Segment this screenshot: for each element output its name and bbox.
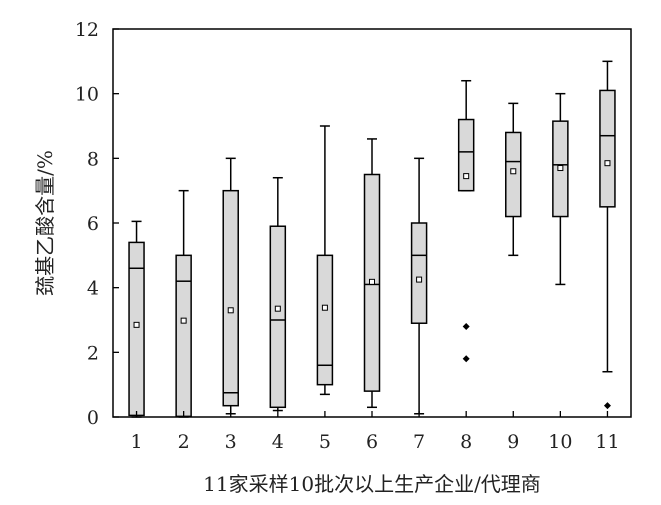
mean-marker [321, 304, 328, 311]
y-tick-label: 4 [87, 278, 99, 300]
mean-marker [604, 160, 611, 167]
box [457, 118, 475, 192]
mean-marker [416, 276, 423, 283]
y-tick-label: 12 [75, 19, 99, 41]
y-axis-title: 巯基乙酸含量/% [33, 150, 57, 296]
box-group [175, 189, 192, 418]
box-group [599, 60, 616, 410]
x-tick-label: 9 [507, 431, 519, 453]
x-tick-label: 8 [460, 431, 472, 453]
mean-marker [274, 305, 281, 312]
x-axis-title: 11家采样10批次以上生产企业/代理商 [203, 472, 541, 496]
x-tick-label: 4 [272, 431, 284, 453]
box-group [363, 138, 381, 409]
box-group [410, 157, 428, 415]
box [222, 189, 239, 407]
box [175, 254, 192, 418]
box-group [269, 176, 287, 412]
x-tick-label: 10 [548, 431, 572, 453]
mean-marker [369, 278, 375, 285]
box-group [505, 102, 522, 257]
box [410, 222, 428, 324]
outlier-point [462, 322, 470, 330]
mean-marker [557, 165, 564, 172]
box-group [552, 92, 569, 286]
x-tick-label: 6 [366, 431, 378, 453]
x-tick-label: 11 [595, 431, 619, 453]
outlier-point [462, 355, 470, 363]
x-tick-label: 7 [413, 431, 425, 453]
y-tick-label: 2 [87, 342, 99, 364]
box-group [128, 220, 145, 418]
x-tick-label: 1 [130, 431, 142, 453]
mean-marker [510, 168, 517, 175]
y-tick-label: 0 [87, 407, 99, 429]
mean-marker [133, 321, 140, 328]
box-group [457, 79, 475, 363]
x-tick-label: 2 [178, 431, 190, 453]
box [269, 225, 287, 409]
box-group [316, 125, 334, 396]
y-tick-label: 8 [87, 148, 99, 170]
mean-marker [227, 307, 234, 314]
outlier-point [603, 402, 611, 410]
box-group [222, 157, 239, 415]
box [316, 254, 334, 386]
box [505, 131, 522, 218]
box [599, 89, 616, 208]
mean-marker [180, 317, 187, 324]
plot-area [128, 60, 616, 418]
x-tick-label: 3 [225, 431, 237, 453]
y-tick-label: 10 [75, 84, 99, 106]
x-tick-label: 5 [319, 431, 331, 453]
mean-marker [463, 173, 470, 180]
y-tick-label: 6 [87, 213, 99, 235]
